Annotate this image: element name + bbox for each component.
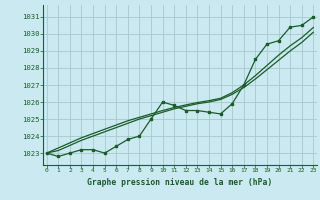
- X-axis label: Graphe pression niveau de la mer (hPa): Graphe pression niveau de la mer (hPa): [87, 178, 273, 187]
